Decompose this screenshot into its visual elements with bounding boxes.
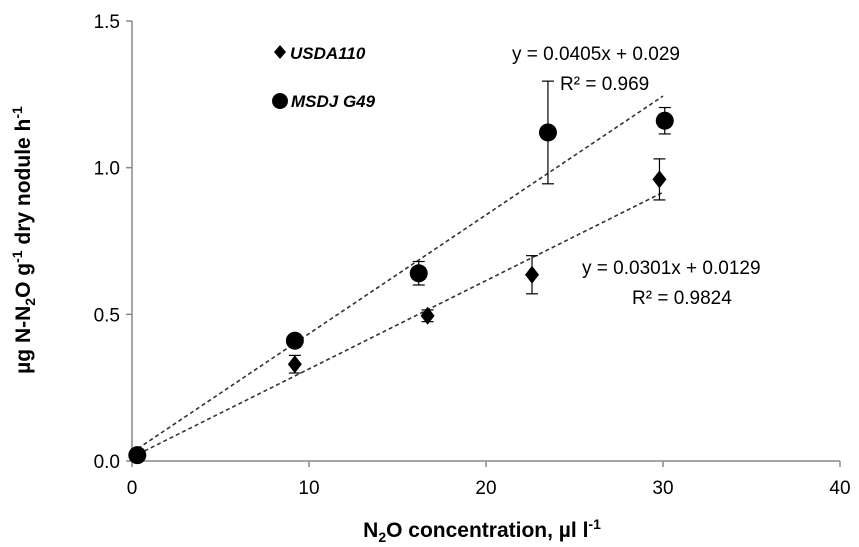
x-tick-label: 40: [829, 478, 850, 499]
trendline-circle: [131, 95, 664, 454]
x-tick-label: 0: [127, 478, 138, 499]
y-axis-title: µg N-N2O g-1 dry nodule h-1: [9, 106, 38, 374]
data-markers: [128, 111, 674, 465]
legend-label-msdj-g49: MSDJ G49: [291, 92, 376, 111]
legend-label-usda110: USDA110: [290, 44, 366, 63]
data-point-circle: [655, 111, 674, 130]
y-tick-label: 1.0: [94, 159, 120, 180]
legend-diamond-marker: [274, 45, 286, 59]
x-tick-label: 10: [298, 478, 319, 499]
legend: USDA110 MSDJ G49: [272, 44, 376, 111]
legend-circle-marker: [272, 93, 288, 109]
data-point-circle: [285, 331, 304, 350]
x-tick-label: 20: [475, 478, 496, 499]
data-point-diamond: [525, 265, 540, 284]
r2-usda110: R² = 0.9824: [632, 288, 732, 309]
data-point-circle: [538, 123, 557, 142]
data-point-circle: [128, 446, 147, 465]
y-tick-label: 1.5: [94, 12, 120, 33]
data-point-circle: [409, 264, 428, 283]
y-tick-label: 0.0: [94, 452, 120, 473]
data-point-diamond: [420, 306, 435, 325]
y-ticks: 0.0 0.5 1.0 1.5: [94, 12, 132, 473]
data-point-diamond: [652, 170, 667, 189]
x-ticks: 0 10 20 30 40: [127, 461, 851, 499]
y-tick-label: 0.5: [94, 305, 120, 326]
equation-usda110: y = 0.0301x + 0.0129: [582, 258, 761, 279]
r2-msdj-g49: R² = 0.969: [560, 74, 649, 95]
error-bars: [288, 80, 671, 374]
data-point-diamond: [287, 355, 302, 374]
equation-msdj-g49: y = 0.0405x + 0.029: [512, 44, 680, 65]
x-tick-label: 30: [652, 478, 673, 499]
trendlines: [131, 95, 664, 458]
axes: 0 10 20 30 40 0.0 0.5 1.0 1.5: [94, 12, 851, 499]
trendline-diamond: [131, 191, 664, 458]
x-axis-title: N2O concentration, µl l-1: [363, 516, 601, 545]
